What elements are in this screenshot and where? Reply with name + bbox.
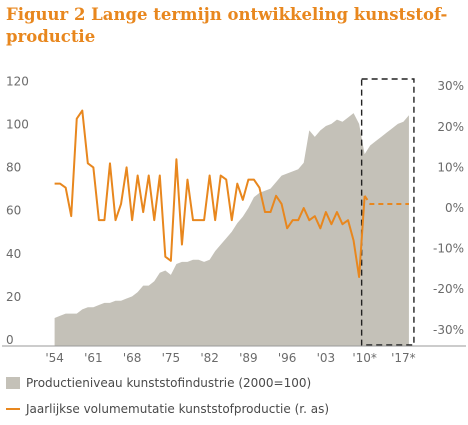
y-right-tick-label: 10% — [437, 160, 464, 174]
chart-title: Figuur 2 Lange termijn ontwikkeling kuns… — [6, 4, 456, 48]
y-left-tick-label: 40 — [6, 247, 21, 261]
production-area-layer — [54, 113, 409, 346]
y-right-tick-label: 30% — [437, 79, 464, 93]
forecast-box-layer — [360, 78, 415, 346]
volume-change-line-layer — [54, 109, 409, 278]
y-right-tick-label: 20% — [437, 120, 464, 134]
x-tick-label: '61 — [84, 351, 103, 365]
x-tick-label: '17* — [391, 351, 416, 365]
legend-line-label: Jaarlijkse volumemutatie kunststofproduc… — [26, 402, 330, 416]
y-left-tick-label: 80 — [6, 161, 21, 175]
y-right-tick-label: 0% — [445, 201, 464, 215]
x-tick-label: '10* — [352, 351, 377, 365]
y-right-tick-label: -30% — [433, 323, 464, 337]
forecast-box — [360, 78, 415, 346]
x-tick-label: '03 — [317, 351, 336, 365]
y-left-tick-label: 120 — [6, 74, 29, 88]
y-left-tick-label: 100 — [6, 117, 29, 131]
y-left-tick-label: 20 — [6, 290, 21, 304]
y-right-tick-label: -20% — [433, 282, 464, 296]
volume-change-forecast-line — [363, 195, 409, 205]
x-tick-label: '89 — [239, 351, 258, 365]
chart-title-line2: productie — [6, 27, 96, 46]
volume-change-line — [54, 109, 366, 278]
x-tick-label: '54 — [45, 351, 64, 365]
legend-area-label: Productieniveau kunststofindustrie (2000… — [26, 376, 312, 390]
y-right-tick-label: -10% — [433, 242, 464, 256]
y-left-tick-label: 60 — [6, 204, 21, 218]
x-tick-label: '96 — [278, 351, 297, 365]
production-area — [54, 113, 409, 346]
x-tick-label: '82 — [200, 351, 219, 365]
x-tick-label: '75 — [162, 351, 181, 365]
legend-item-line: Jaarlijkse volumemutatie kunststofproduc… — [6, 402, 329, 416]
chart-title-line1: Figuur 2 Lange termijn ontwikkeling kuns… — [6, 5, 448, 24]
x-tick-label: '68 — [123, 351, 142, 365]
y-left-tick-label: 0 — [6, 333, 14, 347]
axis-layer: 120 100 80 60 40 20 0 30% 20% 10% 0% -10% -20% -30% '5… — [2, 74, 466, 365]
legend-line-swatch — [6, 408, 20, 410]
legend-item-area: Productieniveau kunststofindustrie (2000… — [6, 376, 311, 390]
legend-area-swatch — [6, 377, 20, 389]
